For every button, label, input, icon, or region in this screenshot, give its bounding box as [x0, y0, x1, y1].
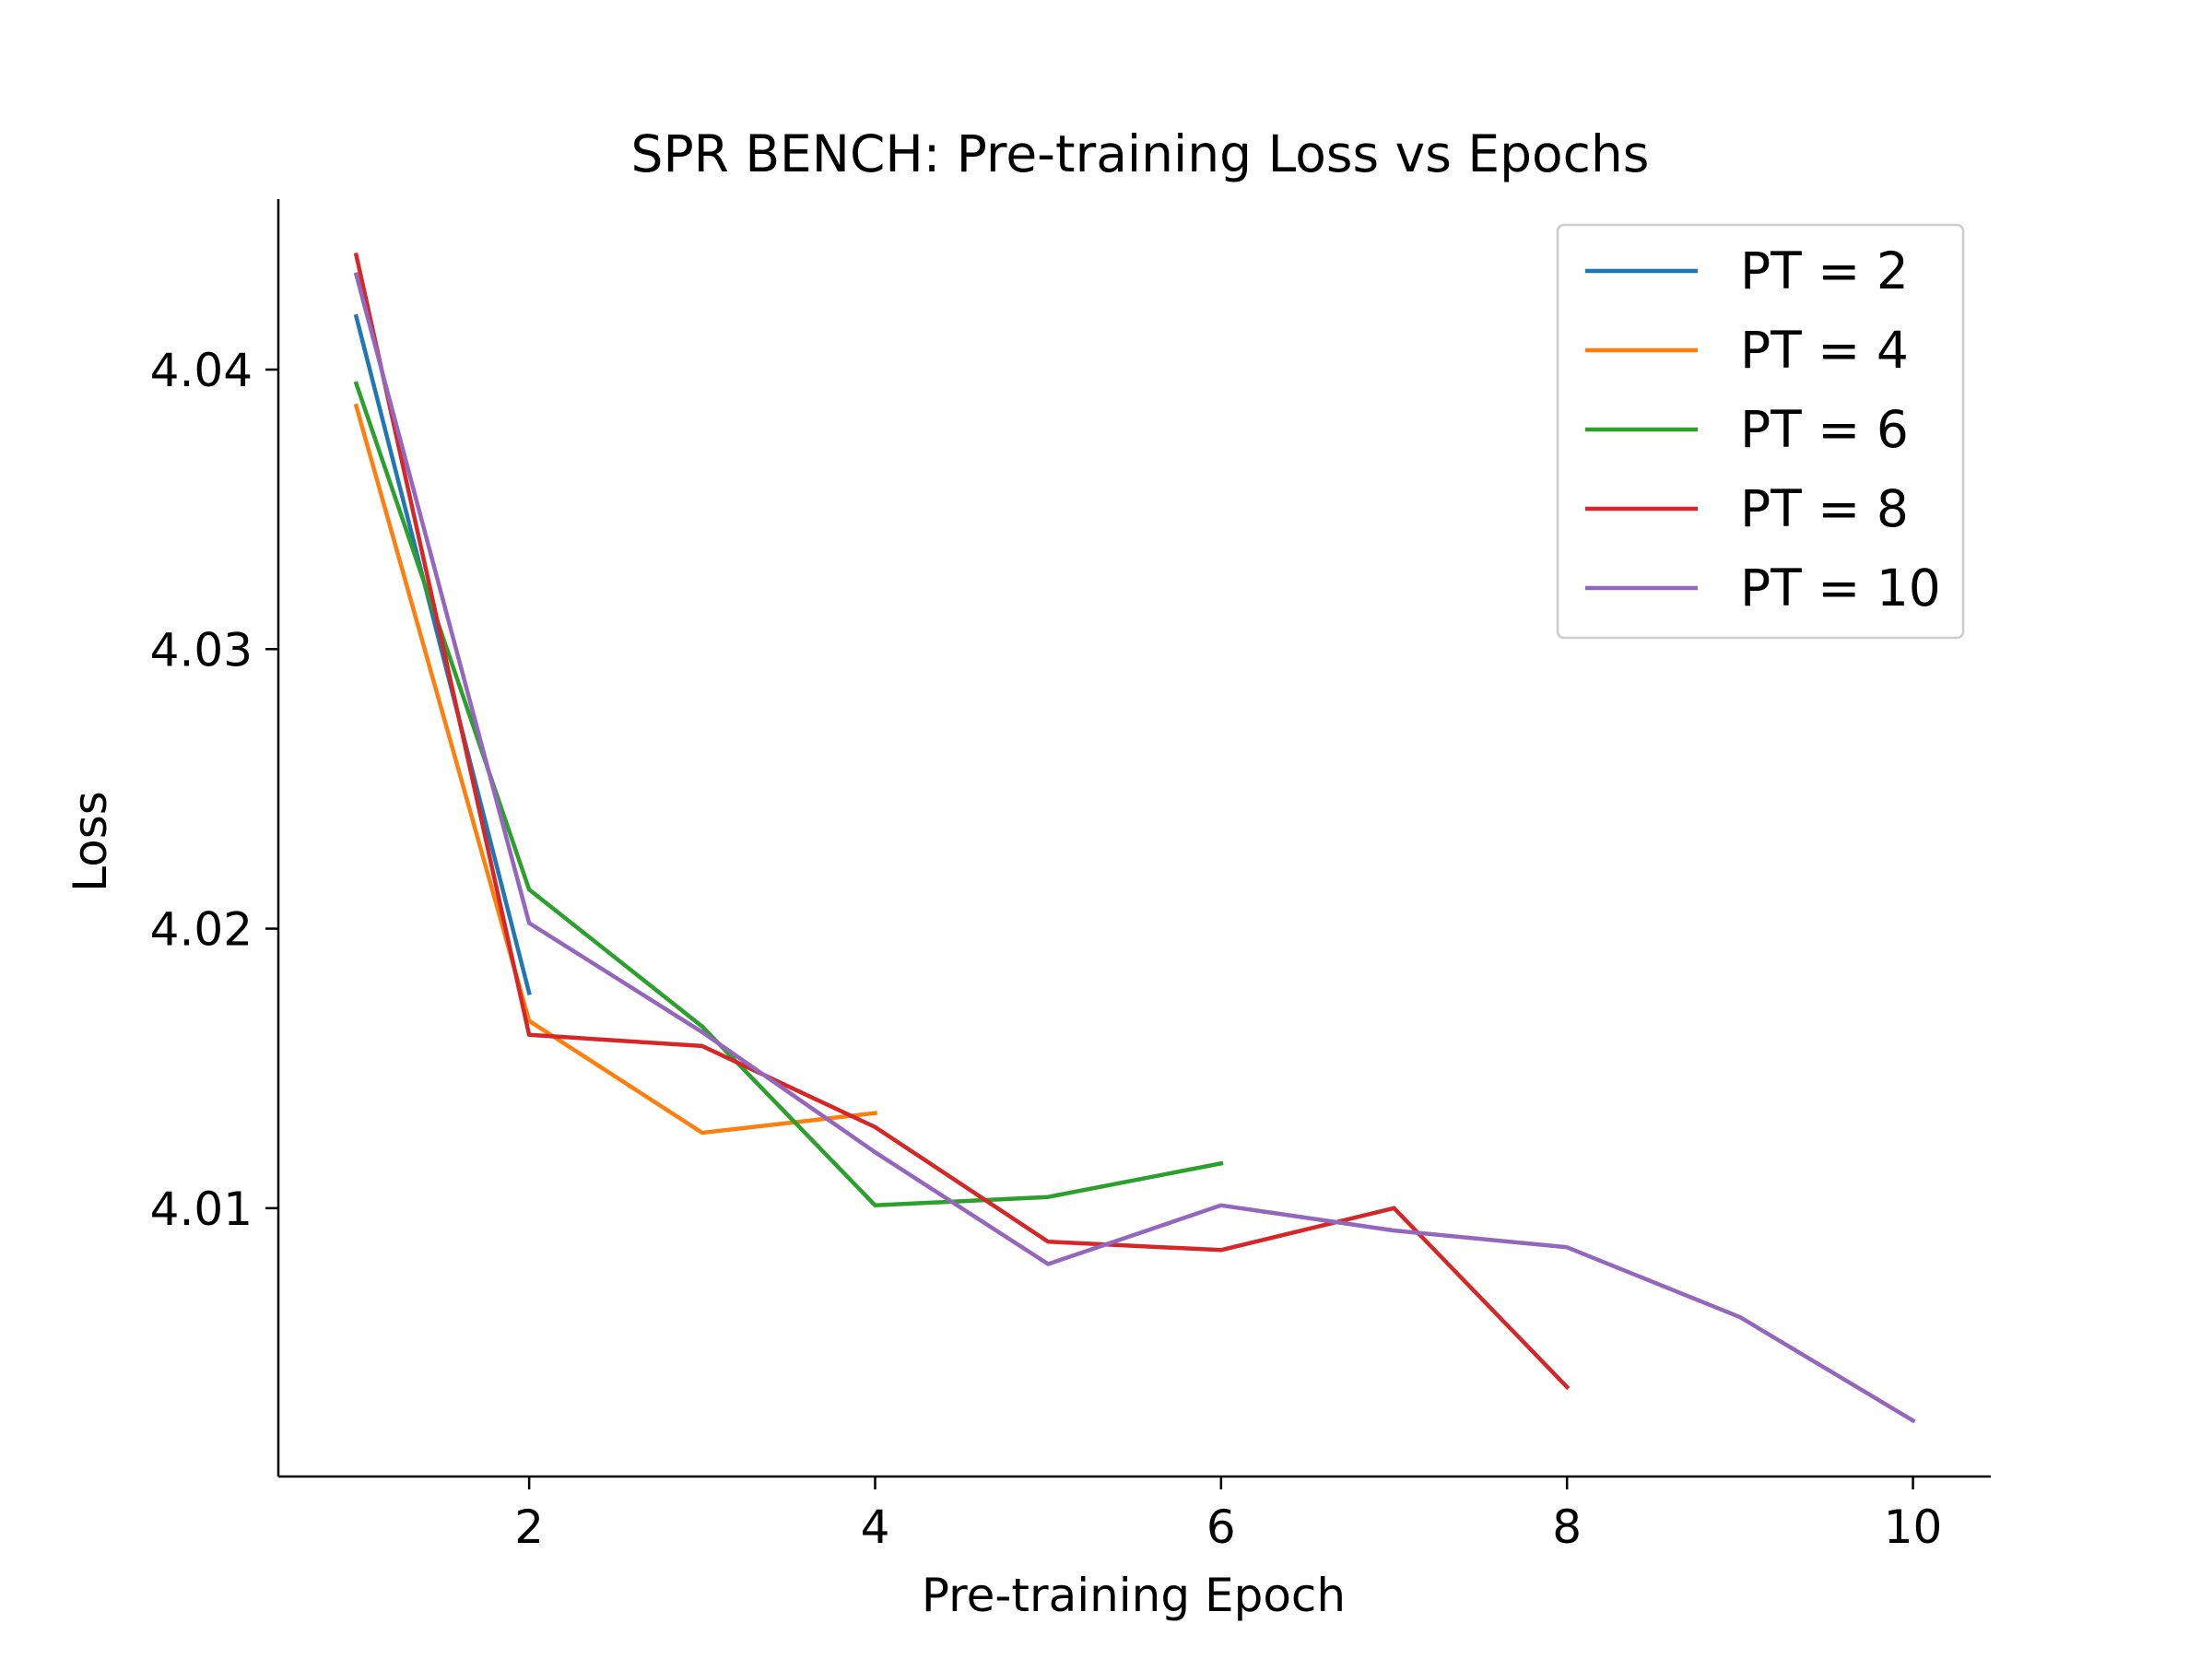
- legend: PT = 2 PT = 4 PT = 6 PT = 8 PT = 10: [1556, 223, 1965, 640]
- x-tick-label: 6: [1206, 1500, 1236, 1554]
- y-ticks: 4.01 4.02 4.03 4.04: [150, 344, 278, 1236]
- x-tick-label: 10: [1884, 1500, 1943, 1554]
- series-line-pt-10: [353, 272, 1916, 1424]
- legend-label: PT = 6: [1740, 400, 1909, 459]
- x-tick-label: 2: [514, 1500, 544, 1554]
- legend-label: PT = 4: [1740, 321, 1909, 380]
- series-line-pt-8: [353, 253, 1571, 1391]
- y-axis-label: Loss: [64, 791, 117, 892]
- legend-label: PT = 2: [1740, 241, 1909, 300]
- legend-items: PT = 2 PT = 4 PT = 6 PT = 8 PT = 10: [1585, 241, 1941, 618]
- y-tick-label: 4.03: [150, 623, 253, 677]
- series-line-pt-2: [353, 313, 532, 996]
- x-tick-label: 8: [1552, 1500, 1582, 1554]
- x-axis-label: Pre-training Epoch: [922, 1569, 1346, 1622]
- x-ticks: 2 4 6 8 10: [514, 1477, 1942, 1554]
- y-tick-label: 4.01: [150, 1182, 253, 1236]
- series-layer: [353, 253, 1916, 1424]
- legend-label: PT = 10: [1740, 559, 1941, 618]
- y-tick-label: 4.04: [150, 344, 253, 397]
- x-tick-label: 4: [861, 1500, 890, 1554]
- series-line-pt-6: [353, 381, 1224, 1208]
- y-tick-label: 4.02: [150, 903, 253, 957]
- chart-title: SPR BENCH: Pre-training Loss vs Epochs: [631, 124, 1650, 183]
- legend-label: PT = 8: [1740, 479, 1909, 538]
- legend-frame: [1556, 223, 1965, 640]
- plot-area: 2 4 6 8 10 4.01 4.02 4.03 4.04: [150, 199, 1991, 1554]
- series-line-pt-4: [353, 403, 877, 1135]
